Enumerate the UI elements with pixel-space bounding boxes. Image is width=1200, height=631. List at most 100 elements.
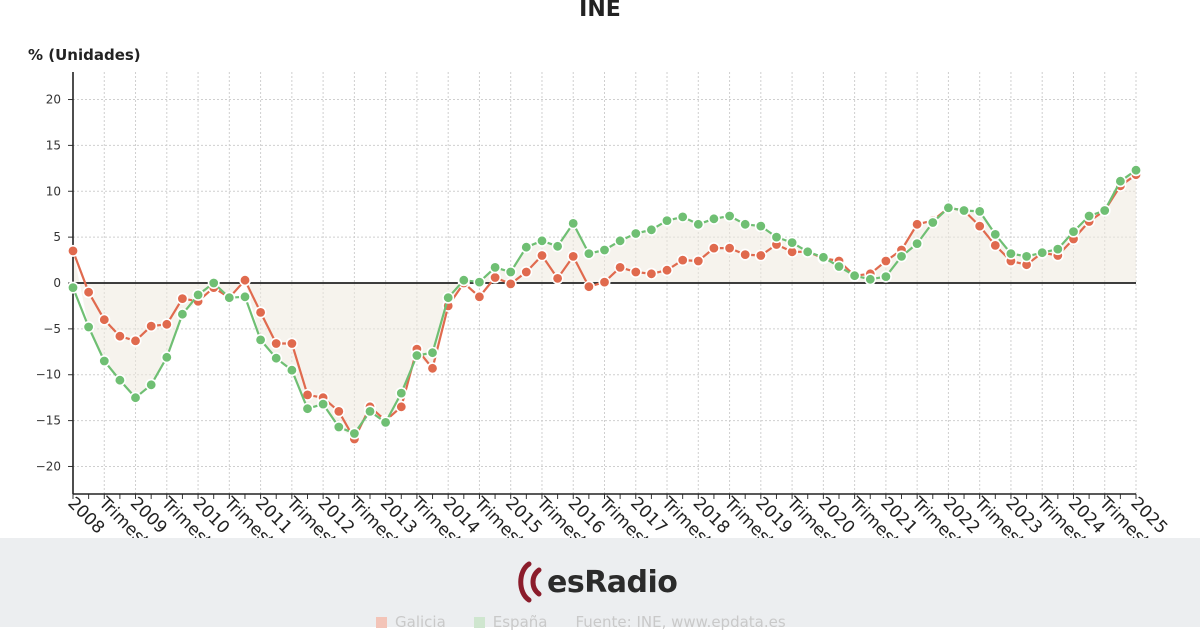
data-point-espana: [67, 281, 80, 294]
area-fill: [73, 170, 1136, 439]
data-point-espana: [207, 276, 220, 289]
data-point-espana: [457, 274, 470, 287]
data-point-espana: [160, 351, 173, 364]
logo-text: esRadio: [547, 564, 678, 600]
data-point-espana: [989, 228, 1002, 241]
data-point-espana: [145, 378, 158, 391]
data-point-espana: [489, 261, 502, 274]
data-point-espana: [520, 241, 533, 254]
legend-item-espana: España: [473, 613, 548, 631]
data-point-espana: [1004, 247, 1017, 260]
data-point-espana: [504, 265, 517, 278]
data-point-espana: [113, 374, 126, 387]
data-point-galicia: [707, 242, 720, 255]
y-tick-label: −10: [36, 368, 61, 382]
legend-swatch-espana: [473, 616, 485, 628]
data-point-espana: [911, 237, 924, 250]
data-point-galicia: [145, 320, 158, 333]
data-point-espana: [692, 218, 705, 231]
data-point-galicia: [723, 242, 736, 255]
source-note: Fuente: INE, www.epdata.es: [575, 613, 786, 631]
data-point-espana: [395, 387, 408, 400]
data-point-espana: [629, 227, 642, 240]
data-point-galicia: [645, 267, 658, 280]
area-shade: [73, 170, 1136, 439]
data-point-espana: [82, 320, 95, 333]
data-point-espana: [301, 402, 314, 415]
data-point-galicia: [113, 330, 126, 343]
data-point-galicia: [270, 337, 283, 350]
data-point-galicia: [676, 254, 689, 267]
data-point-espana: [426, 346, 439, 359]
data-point-galicia: [489, 271, 502, 284]
data-point-galicia: [973, 220, 986, 233]
data-point-galicia: [254, 306, 267, 319]
data-point-espana: [739, 218, 752, 231]
y-tick-label: 5: [53, 230, 61, 244]
data-point-espana: [582, 247, 595, 260]
data-point-espana: [98, 354, 111, 367]
data-point-espana: [442, 291, 455, 304]
data-point-espana: [832, 260, 845, 273]
y-tick-label: −20: [36, 459, 61, 473]
data-point-espana: [1130, 164, 1143, 177]
data-point-espana: [239, 290, 252, 303]
data-point-galicia: [160, 318, 173, 331]
data-point-galicia: [332, 405, 345, 418]
data-point-galicia: [504, 277, 517, 290]
radio-waves-icon: [518, 561, 542, 603]
legend-label-espana: España: [492, 613, 548, 631]
data-point-galicia: [82, 286, 95, 299]
data-point-galicia: [739, 248, 752, 261]
data-point-espana: [317, 398, 330, 411]
data-point-galicia: [660, 264, 673, 277]
data-point-espana: [223, 291, 236, 304]
data-point-galicia: [285, 337, 298, 350]
legend-swatch-galicia: [376, 616, 387, 628]
esradio-logo[interactable]: esRadio: [515, 552, 678, 612]
y-tick-label: −5: [43, 322, 61, 336]
data-point-galicia: [551, 272, 564, 285]
y-axis-label: % (Unidades): [28, 46, 141, 64]
y-tick-label: 20: [46, 93, 61, 107]
data-point-galicia: [239, 274, 252, 287]
data-point-espana: [1098, 204, 1111, 217]
data-point-galicia: [598, 276, 611, 289]
data-point-espana: [1051, 243, 1064, 256]
legend-item-galicia: Galicia: [376, 613, 446, 631]
chart-title: INE: [579, 0, 621, 22]
data-point-galicia: [395, 400, 408, 413]
data-point-espana: [1020, 250, 1033, 263]
data-point-galicia: [67, 244, 80, 257]
data-point-galicia: [582, 280, 595, 293]
data-point-espana: [1036, 246, 1049, 259]
series-lines: [67, 164, 1143, 445]
data-point-espana: [1067, 225, 1080, 238]
data-point-espana: [786, 236, 799, 249]
data-point-espana: [1083, 210, 1096, 223]
data-point-espana: [817, 251, 830, 264]
data-point-espana: [926, 216, 939, 229]
data-point-espana: [410, 349, 423, 362]
data-point-galicia: [98, 313, 111, 326]
legend-label-galicia: Galicia: [395, 613, 446, 631]
data-point-espana: [129, 391, 142, 404]
data-point-espana: [192, 288, 205, 301]
data-point-espana: [176, 308, 189, 321]
data-point-espana: [770, 231, 783, 244]
data-point-espana: [473, 276, 486, 289]
data-point-espana: [879, 270, 892, 283]
y-tick-label: 10: [46, 184, 61, 198]
y-tick-label: 15: [46, 138, 61, 152]
data-point-espana: [567, 217, 580, 230]
data-point-espana: [942, 201, 955, 214]
data-point-galicia: [754, 249, 767, 262]
data-point-galicia: [614, 261, 627, 274]
data-point-espana: [535, 234, 548, 247]
data-point-espana: [676, 210, 689, 223]
footer-banner: Galicia España Fuente: INE, www.epdata.e…: [0, 538, 1200, 631]
data-point-galicia: [911, 218, 924, 231]
data-point-espana: [332, 420, 345, 433]
data-point-espana: [754, 220, 767, 233]
